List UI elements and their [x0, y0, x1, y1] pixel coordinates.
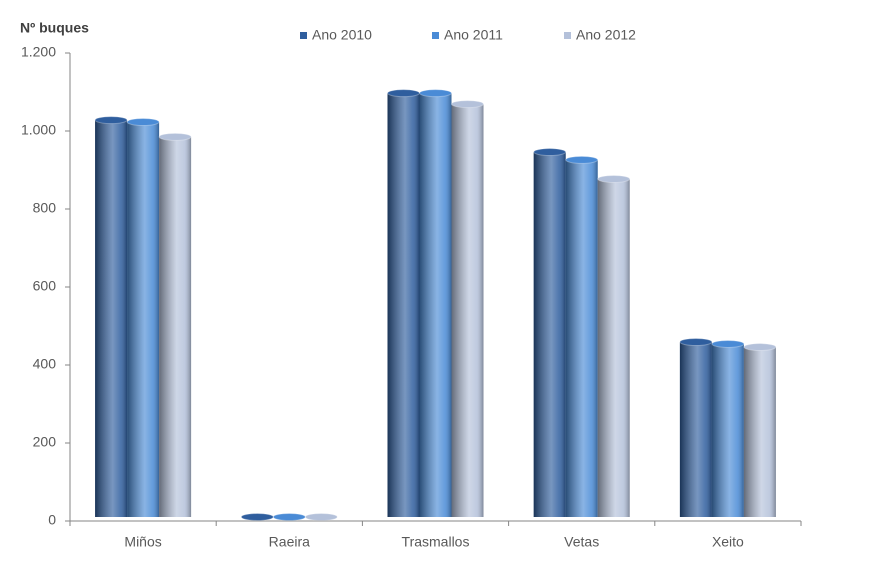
bar-cap	[743, 343, 777, 352]
x-tick-label: Raeira	[269, 534, 310, 550]
bar-cap	[565, 155, 599, 164]
x-tick-label: Vetas	[564, 534, 599, 550]
bar-shade	[387, 93, 420, 518]
bar-cap	[711, 339, 745, 348]
bar-cap	[304, 513, 338, 521]
bar-shade	[743, 347, 776, 517]
legend-label: Ano 2012	[576, 27, 636, 43]
bar-cap	[679, 337, 713, 346]
legend-swatch	[564, 32, 571, 39]
y-tick-label: 400	[33, 356, 57, 372]
bar-shade	[95, 120, 128, 517]
bar-shade	[679, 341, 712, 517]
bar-cap	[126, 118, 160, 127]
y-tick-label: 600	[33, 278, 57, 294]
bar-cap	[597, 174, 631, 183]
legend-swatch	[300, 32, 307, 39]
bar-cap	[451, 100, 484, 109]
y-tick-label: 1.000	[21, 122, 56, 138]
bar-shade	[565, 159, 598, 518]
bar-cap	[533, 148, 567, 157]
bar-cap	[419, 89, 452, 98]
bar-shade	[451, 104, 484, 517]
bar-shade	[419, 93, 452, 518]
bar-shade	[711, 343, 744, 517]
y-tick-label: 200	[33, 434, 57, 450]
bar-shade	[127, 122, 160, 517]
y-tick-label: 0	[48, 512, 56, 528]
bar-cap	[272, 513, 306, 521]
y-tick-label: 1.200	[21, 44, 56, 60]
bar-shade	[597, 178, 630, 517]
legend-label: Ano 2010	[312, 27, 372, 43]
bar-shade	[159, 136, 192, 517]
x-tick-label: Miños	[124, 534, 161, 550]
y-axis-title: Nº buques	[20, 20, 89, 36]
bar-cap	[158, 132, 192, 141]
bar-shade	[533, 152, 566, 517]
bar-cap	[387, 89, 420, 98]
legend-label: Ano 2011	[444, 27, 503, 43]
bar-cap	[240, 513, 274, 521]
legend-swatch	[432, 32, 439, 39]
x-tick-label: Trasmallos	[402, 534, 470, 550]
bar-cap	[94, 116, 128, 125]
y-tick-label: 800	[33, 200, 57, 216]
x-tick-label: Xeito	[712, 534, 744, 550]
